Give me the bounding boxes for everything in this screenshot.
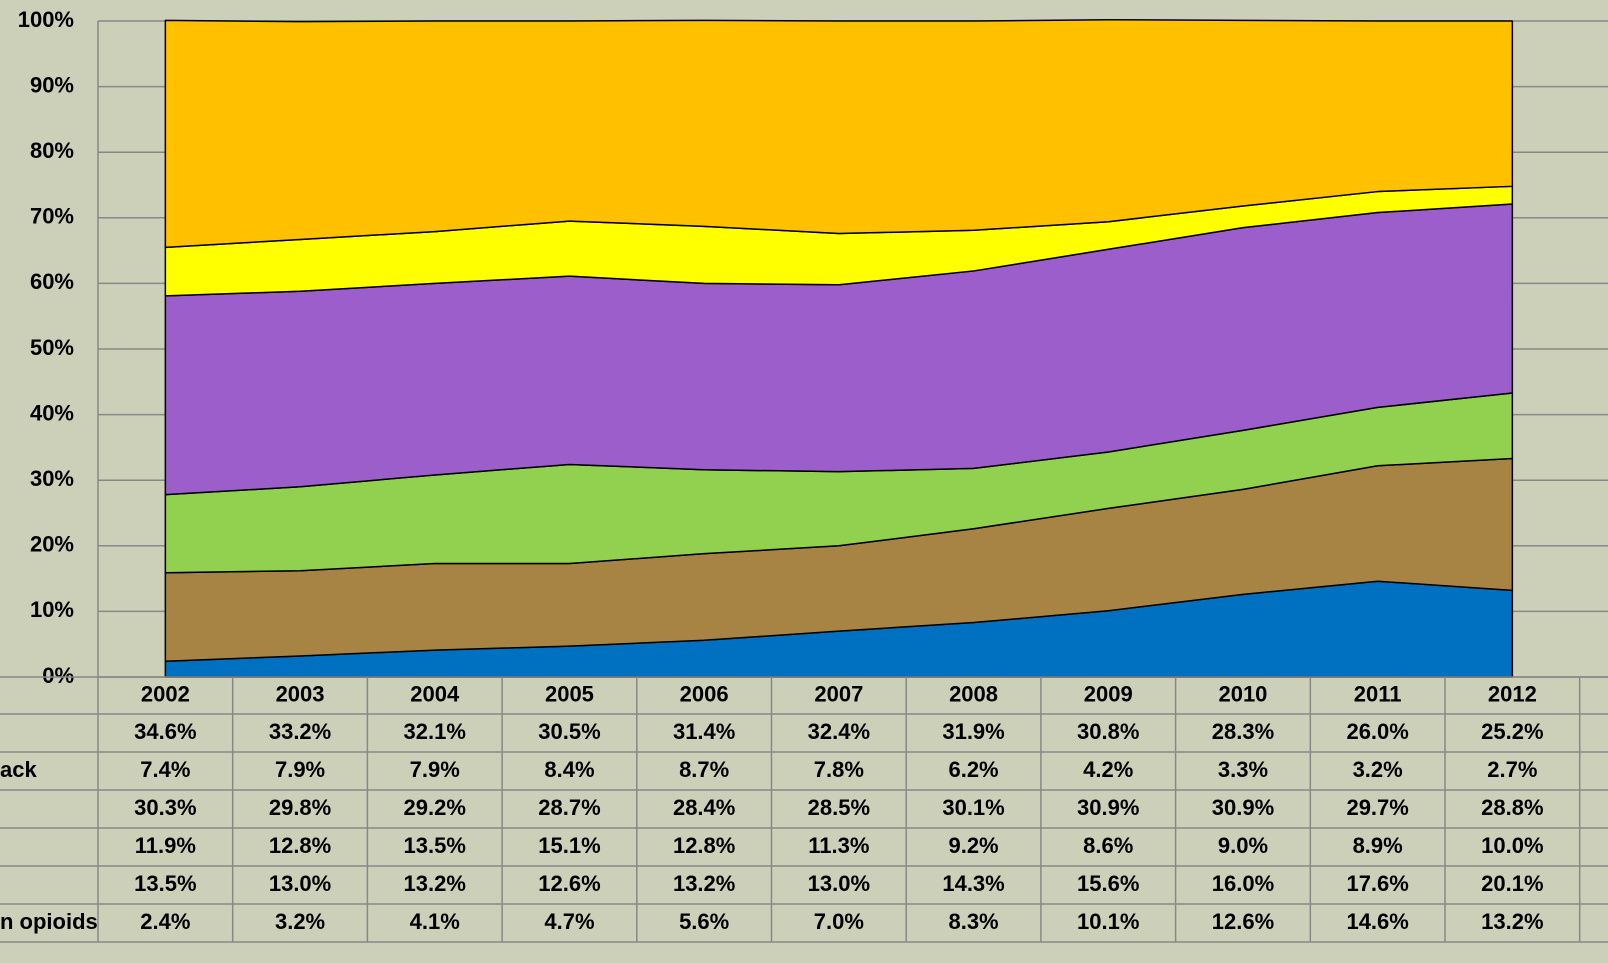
table-cell: 4.7% — [544, 909, 594, 934]
table-cell: 8.6% — [1083, 833, 1133, 858]
table-cell: 12.6% — [538, 871, 600, 896]
table-cell: 3.2% — [1353, 757, 1403, 782]
table-cell: 30.3% — [134, 795, 196, 820]
table-cell: 5.6% — [679, 909, 729, 934]
table-cell: 3.2% — [275, 909, 325, 934]
table-cell: 15.1% — [538, 833, 600, 858]
y-tick-label: 100% — [18, 7, 74, 32]
table-cell: 8.3% — [948, 909, 998, 934]
table-cell: 34.6% — [134, 719, 196, 744]
table-cell: 30.9% — [1077, 795, 1139, 820]
table-cell: 13.2% — [404, 871, 466, 896]
table-cell: 25.2% — [1481, 719, 1543, 744]
table-cell: 8.9% — [1353, 833, 1403, 858]
y-tick-label: 40% — [30, 400, 74, 425]
table-cell: 10.1% — [1077, 909, 1139, 934]
table-cell: 20.1% — [1481, 871, 1543, 896]
y-tick-label: 50% — [30, 335, 74, 360]
table-cell: 7.9% — [410, 757, 460, 782]
y-tick-label: 30% — [30, 466, 74, 491]
table-cell: 10.0% — [1481, 833, 1543, 858]
table-cell: 29.2% — [404, 795, 466, 820]
table-cell: 16.0% — [1212, 871, 1274, 896]
table-cell: 9.2% — [948, 833, 998, 858]
table-cell: 29.8% — [269, 795, 331, 820]
table-cell: 30.5% — [538, 719, 600, 744]
x-tick-label: 2012 — [1488, 681, 1537, 706]
table-cell: 28.7% — [538, 795, 600, 820]
table-cell: 9.0% — [1218, 833, 1268, 858]
table-cell: 28.5% — [808, 795, 870, 820]
table-cell: 13.5% — [134, 871, 196, 896]
table-cell: 13.2% — [1481, 909, 1543, 934]
table-cell: 2.7% — [1487, 757, 1537, 782]
y-tick-label: 60% — [30, 269, 74, 294]
table-cell: 12.6% — [1212, 909, 1274, 934]
table-cell: 31.9% — [942, 719, 1004, 744]
table-cell: 6.2% — [948, 757, 998, 782]
x-tick-label: 2007 — [814, 681, 863, 706]
y-tick-label: 70% — [30, 204, 74, 229]
x-tick-label: 2006 — [680, 681, 729, 706]
table-cell: 7.0% — [814, 909, 864, 934]
row-label: ack — [0, 757, 37, 782]
table-cell: 32.4% — [808, 719, 870, 744]
y-tick-label: 90% — [30, 72, 74, 97]
table-cell: 30.1% — [942, 795, 1004, 820]
y-tick-label: 20% — [30, 532, 74, 557]
table-cell: 31.4% — [673, 719, 735, 744]
table-cell: 7.9% — [275, 757, 325, 782]
y-tick-label: 10% — [30, 597, 74, 622]
table-cell: 13.0% — [269, 871, 331, 896]
table-cell: 33.2% — [269, 719, 331, 744]
x-tick-label: 2005 — [545, 681, 594, 706]
table-cell: 4.1% — [410, 909, 460, 934]
table-cell: 15.6% — [1077, 871, 1139, 896]
table-cell: 11.9% — [135, 833, 196, 858]
table-cell: 28.8% — [1481, 795, 1543, 820]
table-cell: 14.3% — [942, 871, 1004, 896]
table-cell: 13.5% — [404, 833, 466, 858]
table-cell: 7.4% — [140, 757, 190, 782]
table-cell: 30.8% — [1077, 719, 1139, 744]
table-cell: 4.2% — [1083, 757, 1133, 782]
x-tick-label: 2010 — [1218, 681, 1267, 706]
table-cell: 28.3% — [1212, 719, 1274, 744]
table-cell: 3.3% — [1218, 757, 1268, 782]
x-tick-label: 2003 — [276, 681, 325, 706]
table-cell: 13.2% — [673, 871, 735, 896]
table-cell: 30.9% — [1212, 795, 1274, 820]
table-cell: 26.0% — [1346, 719, 1408, 744]
table-cell: 8.4% — [544, 757, 594, 782]
x-tick-label: 2011 — [1354, 681, 1402, 706]
y-tick-label: 0% — [42, 663, 74, 688]
row-label: n opioids — [0, 909, 98, 934]
y-tick-label: 80% — [30, 138, 74, 163]
x-tick-label: 2009 — [1084, 681, 1133, 706]
table-cell: 12.8% — [269, 833, 331, 858]
x-tick-label: 2008 — [949, 681, 998, 706]
x-tick-label: 2002 — [141, 681, 190, 706]
table-cell: 2.4% — [140, 909, 190, 934]
table-cell: 8.7% — [679, 757, 729, 782]
table-cell: 7.8% — [814, 757, 864, 782]
table-cell: 12.8% — [673, 833, 735, 858]
table-cell: 14.6% — [1346, 909, 1408, 934]
area — [164, 18, 1514, 249]
x-tick-label: 2004 — [410, 681, 460, 706]
table-cell: 17.6% — [1346, 871, 1408, 896]
table-cell: 29.7% — [1346, 795, 1408, 820]
table-cell: 13.0% — [808, 871, 870, 896]
table-cell: 11.3% — [808, 833, 869, 858]
table-cell: 28.4% — [673, 795, 735, 820]
table-cell: 32.1% — [404, 719, 466, 744]
